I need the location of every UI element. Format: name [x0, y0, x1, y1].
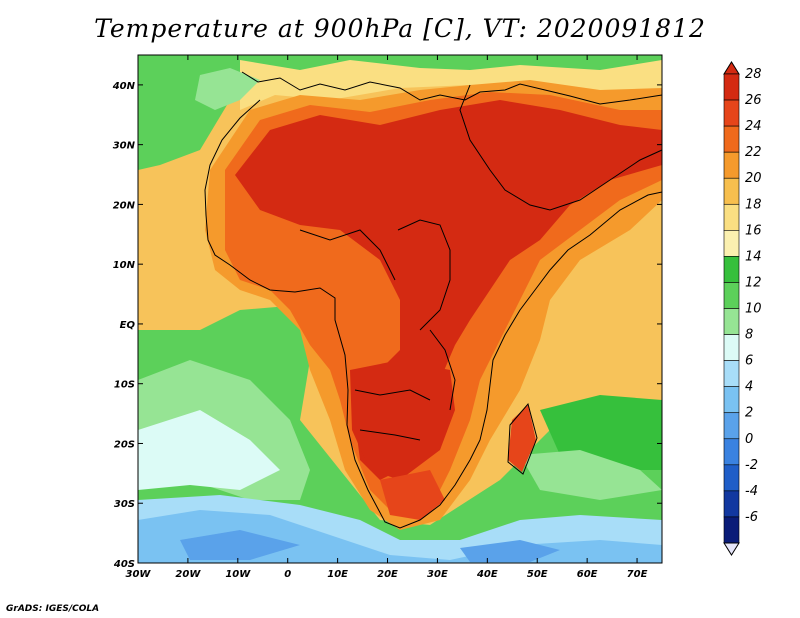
colorbar-label: 16 [745, 223, 762, 238]
colorbar-bottom-arrow [723, 542, 740, 556]
colorbar-swatch [723, 151, 740, 179]
lon-tick-label: 10E [327, 569, 348, 580]
lat-tick-label: 30S [114, 499, 135, 510]
lat-tick-label: EQ [120, 320, 136, 331]
colorbar-swatch [723, 99, 740, 127]
colorbar-label: 2 [745, 406, 753, 421]
colorbar-label: 4 [745, 380, 753, 395]
colorbar-label: 20 [745, 171, 762, 186]
lat-tick-label: 20N [113, 200, 136, 211]
colorbar-label: 12 [745, 275, 762, 290]
colorbar-swatch [723, 516, 740, 544]
colorbar-swatch [723, 334, 740, 361]
chart-title: Temperature at 900hPa [C], VT: 202009181… [94, 14, 706, 43]
lat-tick-label: 40S [113, 559, 135, 570]
coastlines [204, 71, 663, 529]
colorbar-label: 28 [745, 67, 762, 82]
colorbar-label: -6 [745, 510, 758, 525]
colorbar-swatch [723, 490, 740, 518]
colorbar-swatch [723, 203, 740, 231]
colorbar-swatch [723, 125, 740, 153]
colorbar-swatch [723, 308, 740, 335]
lat-tick-label: 10N [113, 260, 136, 271]
colorbar-swatch [723, 177, 740, 205]
colorbar-swatch [723, 386, 740, 414]
colorbar-label: -4 [745, 484, 758, 499]
colorbar-label: 6 [745, 354, 753, 369]
lon-tick-label: 0 [284, 569, 291, 580]
colorbar-label: 14 [745, 249, 762, 264]
lon-tick-label: 20E [377, 569, 398, 580]
lon-tick-label: 30E [427, 569, 448, 580]
colorbar-label: 10 [745, 302, 762, 317]
colorbar-swatch [723, 73, 740, 101]
lon-tick-label: 10W [225, 569, 251, 580]
colorbar-swatch [723, 256, 740, 283]
lat-tick-label: 10S [114, 380, 135, 391]
colorbar-swatch [723, 464, 740, 492]
lat-axis: 40N 30N 20N 10N EQ 10S 20S 30S 40S [112, 81, 662, 570]
lat-tick-label: 20S [114, 439, 135, 450]
lon-tick-label: 50E [527, 569, 548, 580]
colorbar-top-arrow [723, 61, 740, 75]
lon-tick-label: 30W [126, 569, 152, 580]
lat-tick-label: 40N [112, 81, 136, 92]
lon-axis: 30W 20W 10W 0 10E 20E 30E 40E 50E 60E 70E [126, 55, 648, 580]
lon-tick-label: 70E [627, 569, 648, 580]
footer-credit: GrADS: IGES/COLA [6, 604, 100, 614]
lon-tick-label: 40E [476, 569, 498, 580]
lon-tick-label: 60E [577, 569, 598, 580]
colorbar-swatch [723, 438, 740, 466]
colorbar-label: 24 [745, 119, 762, 134]
colorbar-swatch [723, 360, 740, 387]
colorbar-label: 26 [745, 93, 762, 108]
colorbar-swatch [723, 282, 740, 309]
colorbar-label: 0 [745, 432, 753, 447]
colorbar-swatch [723, 412, 740, 440]
lon-tick-label: 20W [175, 569, 201, 580]
colorbar-label: 18 [745, 197, 762, 212]
colorbar-label: -2 [745, 458, 758, 473]
colorbar-label: 8 [745, 328, 753, 343]
colorbar-label: 22 [745, 145, 762, 160]
lat-tick-label: 30N [113, 141, 136, 152]
colorbar-swatch [723, 230, 740, 257]
map-frame [137, 54, 663, 564]
temperature-field [138, 55, 662, 563]
